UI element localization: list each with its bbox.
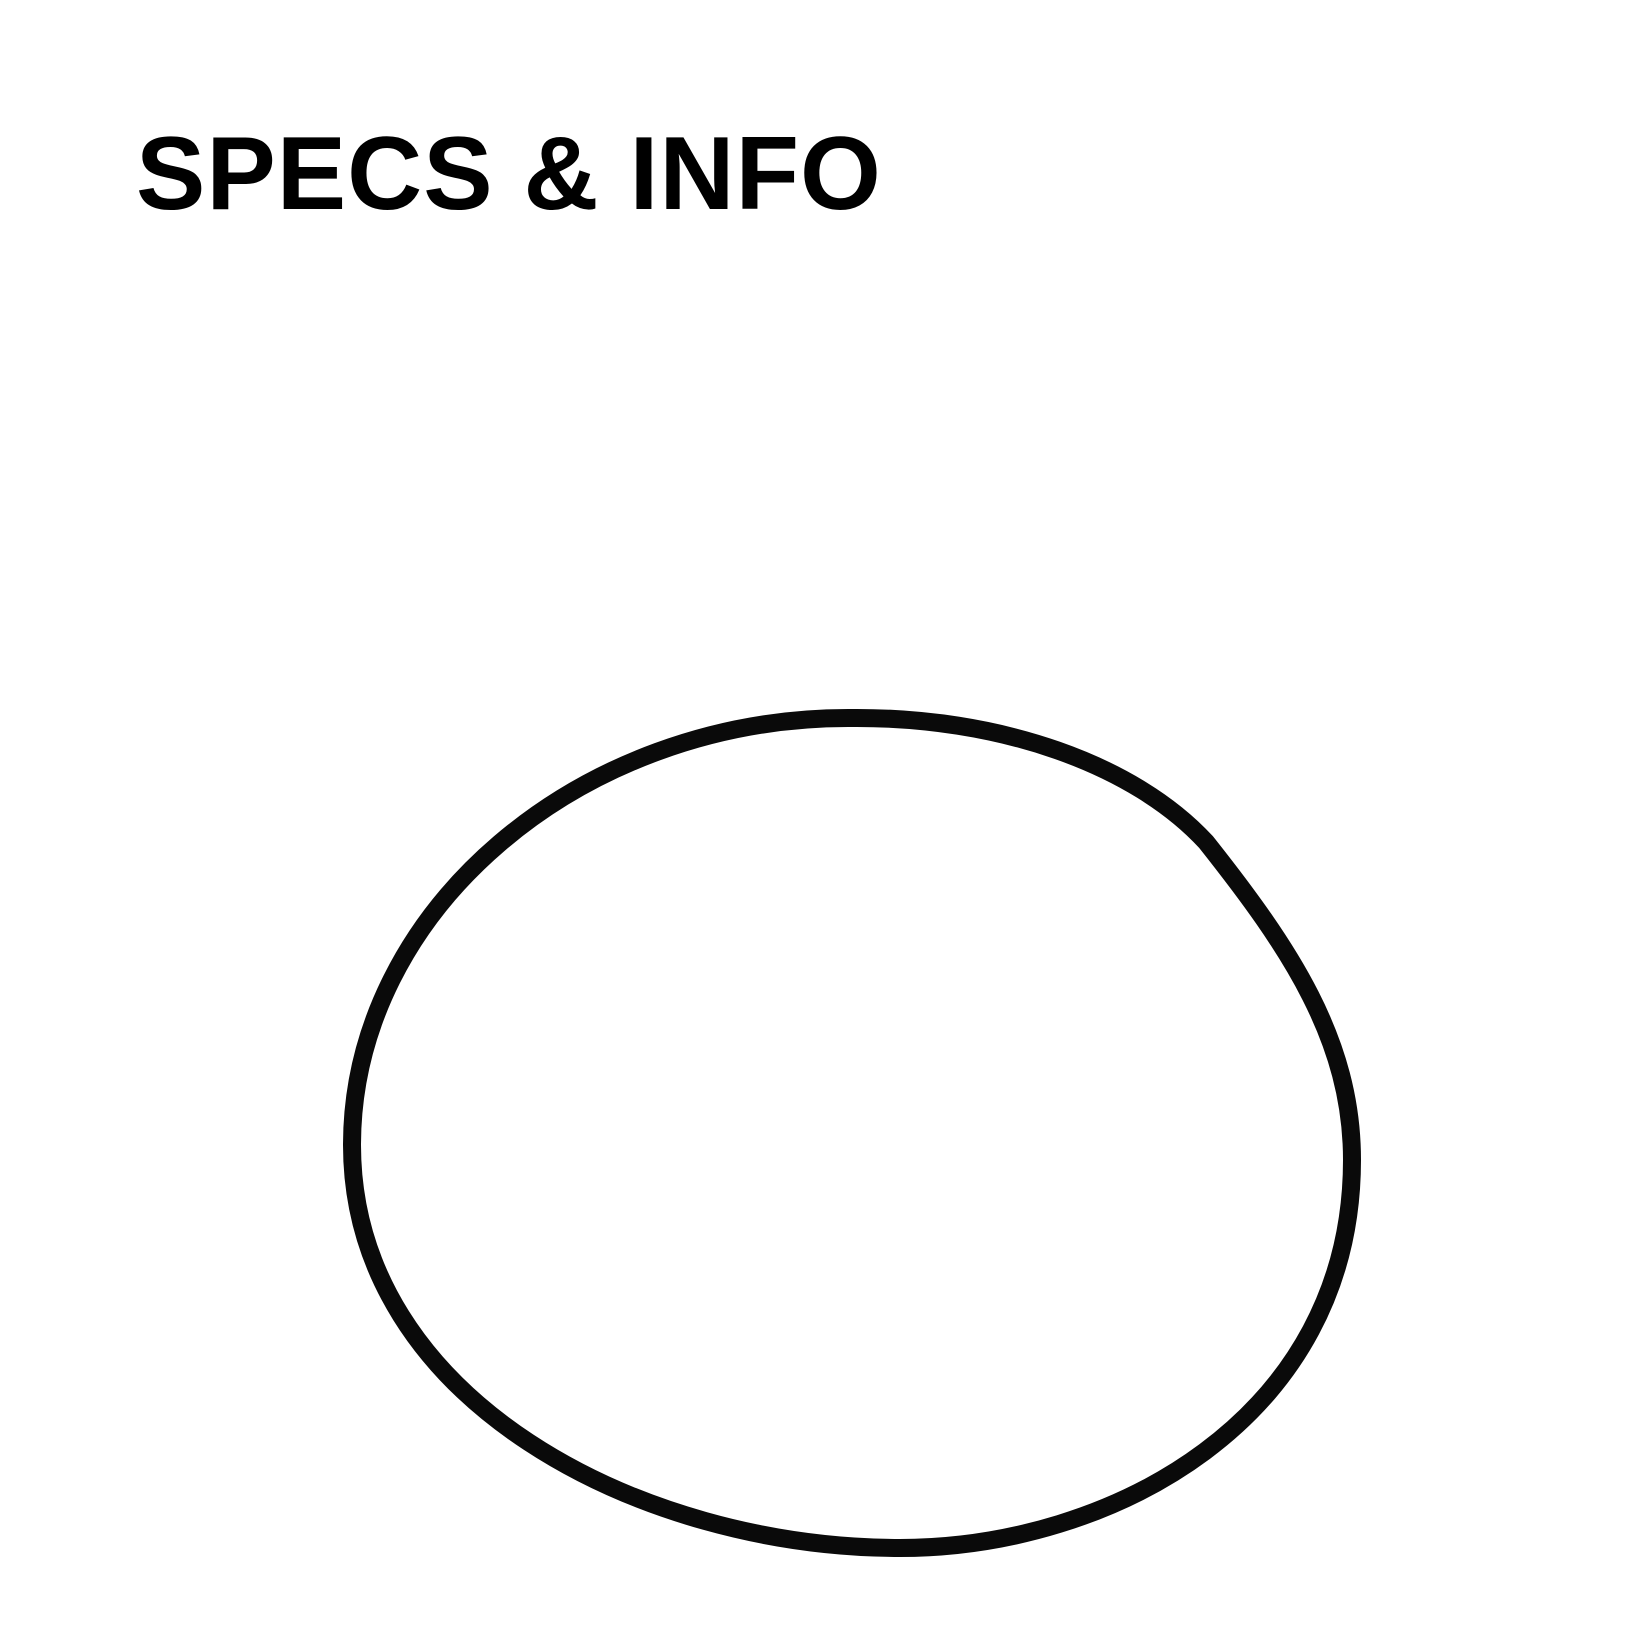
page-title: SPECS & INFO (136, 116, 882, 232)
o-ring-shape (343, 708, 1361, 1557)
